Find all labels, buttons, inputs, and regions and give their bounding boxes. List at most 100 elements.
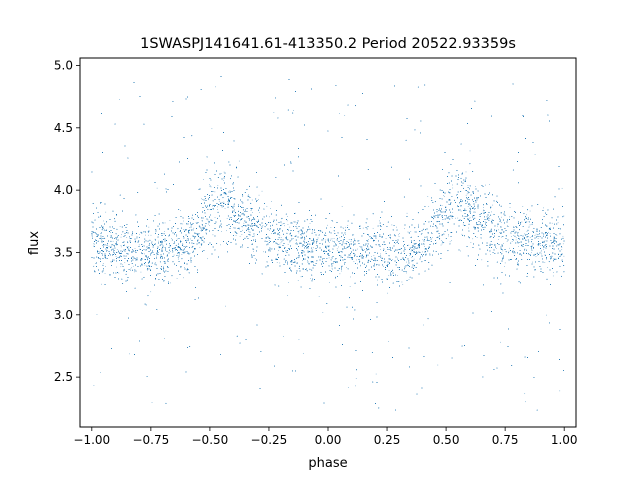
data-point: [539, 245, 541, 246]
data-point: [289, 226, 291, 228]
data-point: [279, 243, 281, 245]
data-point: [271, 233, 272, 234]
data-point: [214, 191, 216, 193]
data-point: [356, 259, 357, 261]
data-point: [93, 243, 95, 245]
data-point: [552, 275, 554, 277]
data-point: [421, 232, 423, 234]
data-point: [534, 154, 536, 155]
data-point: [392, 259, 394, 261]
data-point: [388, 341, 390, 342]
data-point: [515, 239, 517, 241]
data-point: [210, 215, 211, 216]
data-point: [359, 246, 361, 247]
data-point: [380, 249, 381, 250]
data-point: [138, 244, 140, 246]
data-point: [439, 215, 440, 216]
data-point: [440, 211, 442, 213]
data-point: [563, 255, 565, 257]
data-point: [300, 276, 302, 278]
data-point: [522, 206, 524, 207]
data-point: [96, 314, 98, 315]
data-point: [112, 240, 114, 242]
data-point: [384, 261, 386, 263]
data-point: [163, 271, 164, 272]
data-point: [535, 233, 537, 235]
data-point: [170, 251, 171, 253]
data-point: [451, 240, 452, 242]
data-point: [287, 295, 289, 296]
data-point: [278, 250, 279, 251]
data-point: [461, 233, 463, 235]
data-point: [227, 201, 229, 202]
data-point: [368, 239, 369, 240]
data-point: [518, 246, 519, 247]
data-point: [104, 273, 106, 274]
data-point: [253, 249, 255, 250]
data-point: [128, 246, 130, 247]
data-point: [296, 222, 298, 223]
data-point: [360, 264, 362, 266]
data-point: [93, 243, 95, 244]
data-point: [154, 262, 156, 263]
data-point: [97, 253, 99, 254]
data-point: [108, 245, 110, 247]
data-point: [203, 179, 204, 180]
data-point: [293, 262, 294, 263]
data-point: [339, 273, 341, 275]
data-point: [176, 234, 177, 235]
data-point: [350, 276, 351, 278]
data-point: [469, 217, 471, 219]
data-point: [398, 269, 400, 271]
data-point: [526, 214, 527, 216]
data-point: [383, 265, 384, 267]
data-point: [217, 185, 219, 186]
data-point: [136, 238, 138, 239]
data-point: [489, 216, 490, 218]
data-point: [541, 253, 542, 255]
data-point: [239, 235, 241, 237]
data-point: [177, 253, 178, 254]
data-point: [441, 240, 442, 241]
data-point: [233, 227, 234, 229]
data-point: [534, 235, 536, 236]
data-point: [509, 216, 510, 218]
data-point: [498, 229, 499, 231]
data-point: [107, 250, 108, 251]
data-point: [343, 243, 345, 244]
data-point: [465, 194, 467, 196]
data-point: [319, 234, 320, 235]
data-point: [353, 234, 355, 236]
data-point: [432, 237, 433, 239]
data-point: [189, 229, 191, 231]
data-point: [385, 251, 387, 253]
data-point: [201, 198, 202, 200]
data-point: [209, 209, 211, 210]
data-point: [556, 246, 558, 247]
data-point: [466, 193, 468, 195]
data-point: [345, 226, 346, 228]
data-point: [139, 248, 140, 250]
data-point: [437, 364, 439, 366]
data-point: [261, 190, 263, 192]
data-point: [162, 222, 163, 223]
data-point: [377, 264, 378, 265]
data-point: [384, 262, 385, 263]
data-point: [387, 292, 388, 294]
data-point: [397, 259, 398, 260]
data-point: [169, 220, 171, 221]
data-point: [250, 214, 251, 216]
data-point: [182, 223, 184, 225]
data-point: [411, 236, 412, 238]
data-point: [296, 223, 297, 225]
data-point: [546, 314, 547, 316]
data-point: [219, 204, 220, 206]
data-point: [501, 216, 502, 218]
data-point: [422, 243, 424, 244]
data-point: [528, 245, 529, 246]
data-point: [148, 226, 150, 228]
data-point: [258, 194, 260, 196]
data-point: [307, 260, 308, 261]
data-point: [322, 261, 323, 263]
data-point: [448, 234, 449, 235]
